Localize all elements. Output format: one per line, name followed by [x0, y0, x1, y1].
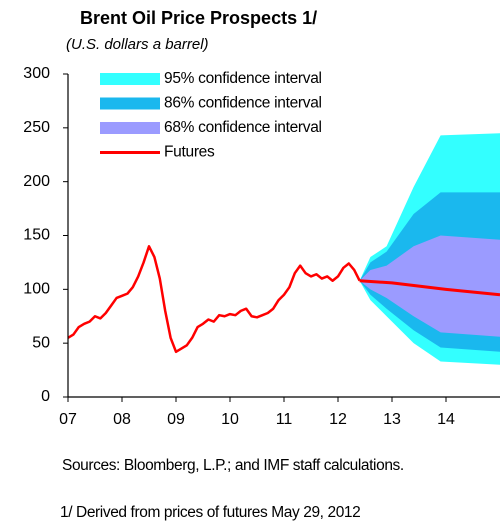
chart-title: Brent Oil Price Prospects 1/: [80, 8, 317, 28]
source-note: Sources: Bloomberg, L.P.; and IMF staff …: [62, 457, 404, 474]
x-tick-label: 08: [113, 411, 131, 428]
y-tick-label: 200: [23, 173, 50, 190]
y-tick-label: 0: [41, 388, 50, 405]
y-tick-label: 100: [23, 281, 50, 298]
x-tick-label: 12: [329, 411, 347, 428]
legend-label: 68% confidence interval: [164, 119, 322, 136]
futures-line: [359, 279, 500, 297]
y-tick-label: 300: [23, 65, 50, 82]
price-line: [68, 245, 361, 354]
legend-swatch: [100, 73, 160, 85]
x-tick-label: 09: [167, 411, 185, 428]
y-tick-label: 150: [23, 227, 50, 244]
x-tick-label: 14: [437, 411, 455, 428]
footnote: 1/ Derived from prices of futures May 29…: [60, 504, 361, 521]
x-tick-label: 07: [59, 411, 77, 428]
x-tick-label: 10: [221, 411, 239, 428]
x-tick-label: 13: [383, 411, 401, 428]
legend-label: 95% confidence interval: [164, 70, 322, 87]
legend-label: Futures: [164, 144, 215, 161]
legend: 95% confidence interval 86% confidence in…: [100, 70, 322, 161]
y-tick-label: 50: [32, 334, 50, 351]
chart: Brent Oil Price Prospects 1/ (U.S. dolla…: [23, 8, 500, 428]
y-tick-label: 250: [23, 119, 50, 136]
x-tick-label: 11: [276, 411, 293, 428]
legend-label: 86% confidence interval: [164, 95, 322, 112]
legend-swatch: [100, 122, 160, 134]
chart-subtitle: (U.S. dollars a barrel): [66, 36, 209, 53]
axes: 0 50 100 150 200 250 300 07 08 09 10 11 12 13 14: [23, 65, 500, 428]
legend-swatch: [100, 97, 160, 110]
plot-area: [68, 133, 500, 365]
